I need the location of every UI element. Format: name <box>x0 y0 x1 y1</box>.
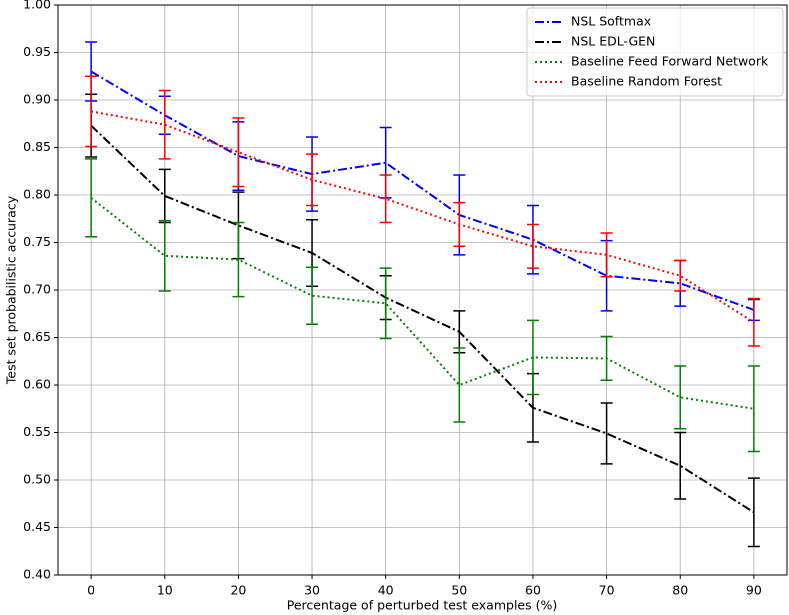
x-tick-label: 90 <box>746 583 762 598</box>
y-tick-label: 0.55 <box>23 424 51 439</box>
y-tick-label: 0.50 <box>23 472 51 487</box>
error-bar <box>306 266 319 325</box>
series-line <box>90 110 755 324</box>
y-tick-label: 0.75 <box>23 234 51 249</box>
error-bar <box>306 153 319 207</box>
plot-frame <box>57 4 788 576</box>
y-tick-label: 0.70 <box>23 282 51 297</box>
y-tick-label: 0.85 <box>23 139 51 154</box>
x-tick-label: 10 <box>157 583 173 598</box>
x-tick-label: 50 <box>451 583 467 598</box>
error-bar <box>747 297 760 347</box>
error-bar <box>674 431 687 500</box>
legend-box <box>526 7 784 97</box>
error-bar <box>600 232 613 278</box>
series-line <box>90 70 755 311</box>
y-tick-label: 0.40 <box>23 567 51 582</box>
x-tick-label: 0 <box>87 583 95 598</box>
error-bar <box>747 477 760 548</box>
series-line <box>90 124 755 514</box>
legend-label: Baseline Feed Forward Network <box>571 54 769 69</box>
error-bar <box>674 259 687 292</box>
x-tick-label: 20 <box>230 583 246 598</box>
x-tick-label: 30 <box>304 583 320 598</box>
error-bar <box>526 223 539 269</box>
error-bar <box>158 89 171 160</box>
y-tick-label: 0.65 <box>23 329 51 344</box>
y-tick-label: 0.80 <box>23 187 51 202</box>
error-bar <box>158 219 171 292</box>
legend-label: Baseline Random Forest <box>571 74 722 89</box>
error-bar <box>674 365 687 430</box>
y-tick-label: 1.00 <box>23 0 51 12</box>
x-tick-label: 80 <box>672 583 688 598</box>
y-tick-label: 0.95 <box>23 44 51 59</box>
x-axis-label: Percentage of perturbed test examples (%… <box>287 598 557 613</box>
error-bar <box>158 168 171 224</box>
error-bar <box>379 174 392 224</box>
error-bar <box>600 402 613 465</box>
error-bar <box>526 319 539 396</box>
error-bar <box>232 117 245 188</box>
error-bar <box>232 221 245 298</box>
error-bar <box>747 365 760 453</box>
y-tick-label: 0.45 <box>23 519 51 534</box>
y-tick-label: 0.90 <box>23 92 51 107</box>
error-bar <box>453 347 466 423</box>
series-line <box>90 197 755 410</box>
x-tick-label: 70 <box>599 583 615 598</box>
y-axis-label: Test set probabilistic accuracy <box>4 195 19 385</box>
legend-label: NSL EDL-GEN <box>571 34 655 49</box>
x-tick-label: 40 <box>378 583 394 598</box>
x-tick-label: 60 <box>525 583 541 598</box>
y-tick-label: 0.60 <box>23 377 51 392</box>
legend-label: NSL Softmax <box>571 14 651 29</box>
error-bar <box>379 267 392 340</box>
